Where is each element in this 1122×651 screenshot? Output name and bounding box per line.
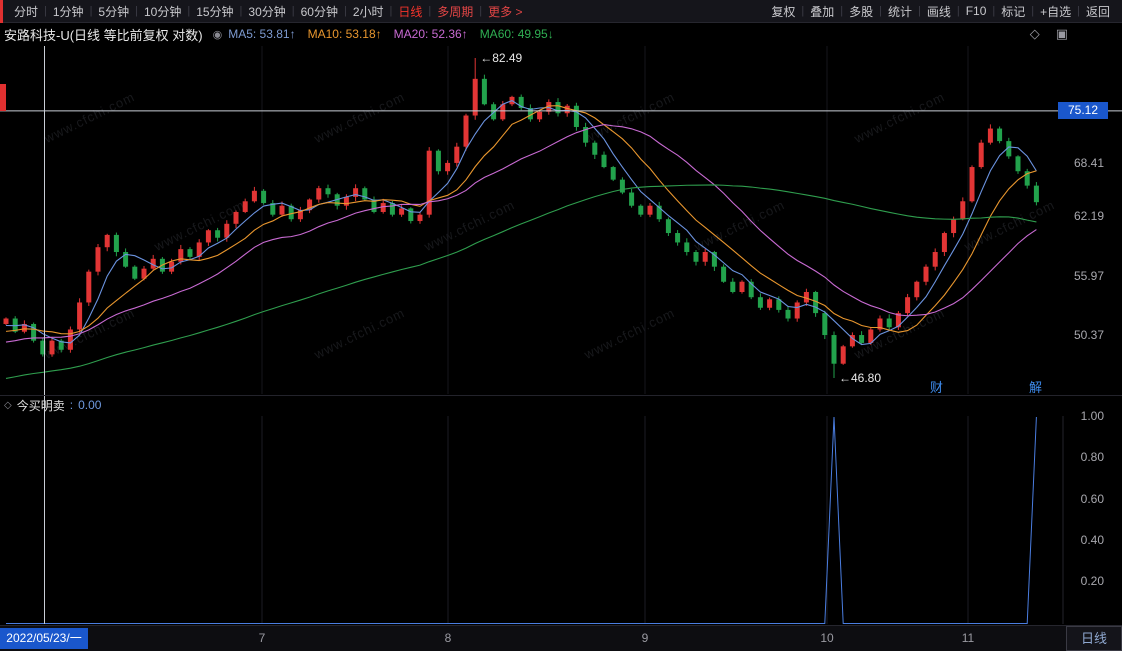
toolbar-period-0[interactable]: 分时 xyxy=(14,4,39,19)
crosshair-price-label: 75.12 xyxy=(1058,102,1108,120)
month-tick-label: 10 xyxy=(820,631,834,645)
ma10-readout: MA10: 53.18↑ xyxy=(307,27,382,41)
ma5-readout: MA5: 53.81↑ xyxy=(228,27,296,41)
ma20-readout: MA20: 52.36↑ xyxy=(393,27,468,41)
toolbar-separator: | xyxy=(291,5,295,17)
month-tick-label: 9 xyxy=(641,631,649,645)
period-label[interactable]: 日线 xyxy=(1066,626,1122,651)
explain-badge[interactable]: 解 xyxy=(1029,380,1043,395)
toolbar-period-4[interactable]: 15分钟 xyxy=(196,4,234,19)
ma-values: MA5: 53.81↑ MA10: 53.18↑ MA20: 52.36↑ MA60:… xyxy=(228,27,566,41)
month-tick-label: 7 xyxy=(258,631,266,645)
toolbar-period-8[interactable]: 日线 xyxy=(398,4,423,19)
toolbar-tool-2[interactable]: 多股 xyxy=(849,4,874,19)
diamond-icon[interactable]: ◇ xyxy=(1029,26,1040,41)
toolbar-separator: | xyxy=(343,5,347,17)
toolbar-separator: | xyxy=(956,5,960,17)
panel-separator xyxy=(0,395,1122,396)
toolbar-separator: | xyxy=(479,5,483,17)
toolbar-separator: | xyxy=(840,5,844,17)
toolbar: 分时 | 1分钟 | 5分钟 | 10分钟 | 15分钟 | 30分钟 | 60分钟 | 2小时 | 日线 | 多周… xyxy=(0,0,1122,23)
toolbar-period-9[interactable]: 多周期 xyxy=(437,4,474,19)
toolbar-separator: | xyxy=(992,5,996,17)
toolbar-period-5[interactable]: 30分钟 xyxy=(248,4,286,19)
toolbar-period-10[interactable]: 更多 > xyxy=(488,4,523,19)
toolbar-tool-3[interactable]: 统计 xyxy=(887,4,912,19)
indicator-name[interactable]: 今买明卖 xyxy=(16,398,65,413)
stock-title: 安路科技-U(日线 等比前复权 对数) xyxy=(4,27,203,43)
toolbar-tool-8[interactable]: 返回 xyxy=(1085,4,1110,19)
indicator-value: 0.00 xyxy=(78,398,102,412)
toolbar-separator: | xyxy=(135,5,138,17)
toolbar-period-7[interactable]: 2小时 xyxy=(352,4,384,19)
header-icons: ◇ ▣ xyxy=(1030,26,1118,42)
indicator-separator: : xyxy=(69,398,74,412)
month-ticks: 7 8 9 10 11 xyxy=(0,626,1122,651)
toolbar-tool-5[interactable]: F10 xyxy=(965,4,987,18)
bottom-axis-bar: 7 8 9 10 11 2022/05/23/一 日线 xyxy=(0,625,1122,651)
toolbar-right: 复权 | 叠加 | 多股 | 统计 | 画线 | F10 | 标记 | +自选 | 返回 xyxy=(765,3,1122,20)
ma-visibility-icon[interactable]: ◉ xyxy=(212,28,223,41)
toolbar-period-1[interactable]: 1分钟 xyxy=(52,4,84,19)
toolbar-tool-0[interactable]: 复权 xyxy=(771,4,796,19)
toolbar-tool-7[interactable]: +自选 xyxy=(1040,4,1072,19)
ma60-readout: MA60: 49.95↓ xyxy=(479,27,554,41)
toolbar-separator: | xyxy=(44,5,47,17)
toolbar-tool-4[interactable]: 画线 xyxy=(926,4,951,19)
toolbar-left: 分时 | 1分钟 | 5分钟 | 10分钟 | 15分钟 | 30分钟 | 60分钟 | 2小时 | 日线 | 多周… xyxy=(8,3,528,20)
toolbar-period-6[interactable]: 60分钟 xyxy=(300,4,338,19)
month-tick-label: 11 xyxy=(961,631,975,645)
left-edge-marker xyxy=(0,84,6,111)
toolbar-tool-6[interactable]: 标记 xyxy=(1001,4,1026,19)
month-tick-label: 8 xyxy=(444,631,452,645)
toolbar-tool-1[interactable]: 叠加 xyxy=(810,4,835,19)
toolbar-separator: | xyxy=(1031,5,1035,17)
toolbar-separator: | xyxy=(187,5,191,17)
chart-header: 安路科技-U(日线 等比前复权 对数) ◉ MA5: 53.81↑ MA10: 5… xyxy=(0,23,1122,45)
panel-layout-icon[interactable]: ▣ xyxy=(1055,26,1068,41)
toolbar-separator: | xyxy=(89,5,93,17)
toolbar-separator: | xyxy=(389,5,393,17)
toolbar-separator: | xyxy=(428,5,432,17)
toolbar-separator: | xyxy=(239,5,243,17)
crosshair-date-label: 2022/05/23/一 xyxy=(0,628,88,649)
indicator-collapse-icon[interactable]: ◇ xyxy=(4,399,12,411)
toolbar-period-2[interactable]: 5分钟 xyxy=(98,4,130,19)
toolbar-separator: | xyxy=(879,5,882,17)
toolbar-separator: | xyxy=(1077,5,1080,17)
finance-badge[interactable]: 财 xyxy=(930,380,944,395)
toolbar-left-wrap: 分时 | 1分钟 | 5分钟 | 10分钟 | 15分钟 | 30分钟 | 60分钟 | 2小时 | 日线 | 多周… xyxy=(0,0,528,23)
toolbar-separator: | xyxy=(801,5,805,17)
toolbar-accent-strip xyxy=(0,0,3,23)
indicator-row: ◇ 今买明卖 : 0.00 xyxy=(4,396,101,414)
toolbar-separator: | xyxy=(917,5,921,17)
toolbar-period-3[interactable]: 10分钟 xyxy=(143,4,182,19)
